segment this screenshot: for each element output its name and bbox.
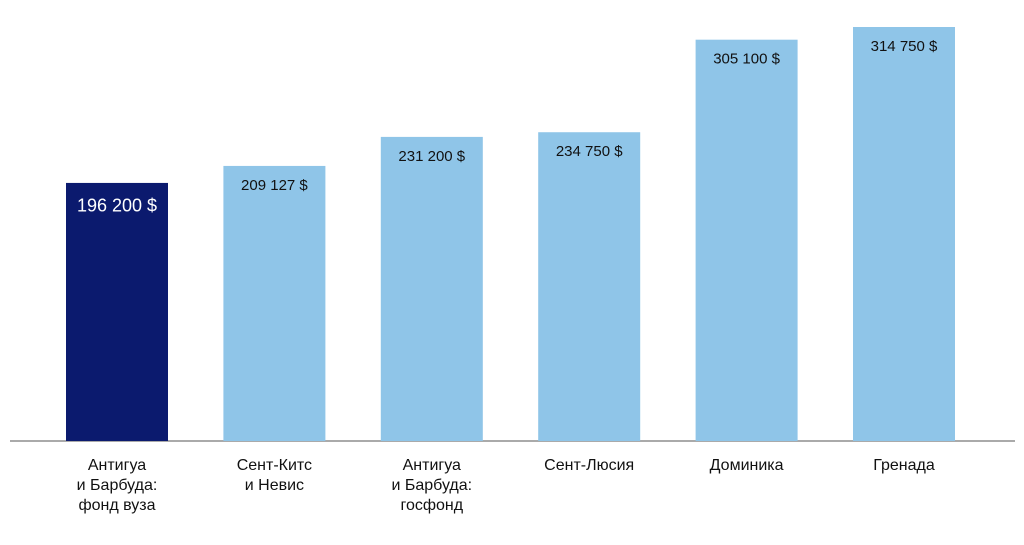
value-label: 234 750 $ [556,143,623,160]
x-tick-label: Гренада [873,457,935,474]
bar [66,182,168,442]
value-label: 209 127 $ [241,177,308,194]
value-label: 196 200 $ [77,196,157,216]
value-label: 305 100 $ [713,51,780,68]
bar [380,136,483,441]
bar [538,132,641,441]
x-tick-label: Антигуа и Барбуда: фонд вуза [76,457,158,514]
x-tick-label: Сент-Китс и Невис [236,457,313,494]
bar [853,27,955,441]
bar [223,165,326,441]
x-tick-label: Антигуа и Барбуда: госфонд [391,457,473,514]
value-label: 231 200 $ [398,148,465,165]
x-tick-label: Доминика [709,457,784,474]
bar [695,39,798,441]
value-label: 314 750 $ [871,38,938,55]
x-tick-label: Сент-Люсия [544,457,635,474]
